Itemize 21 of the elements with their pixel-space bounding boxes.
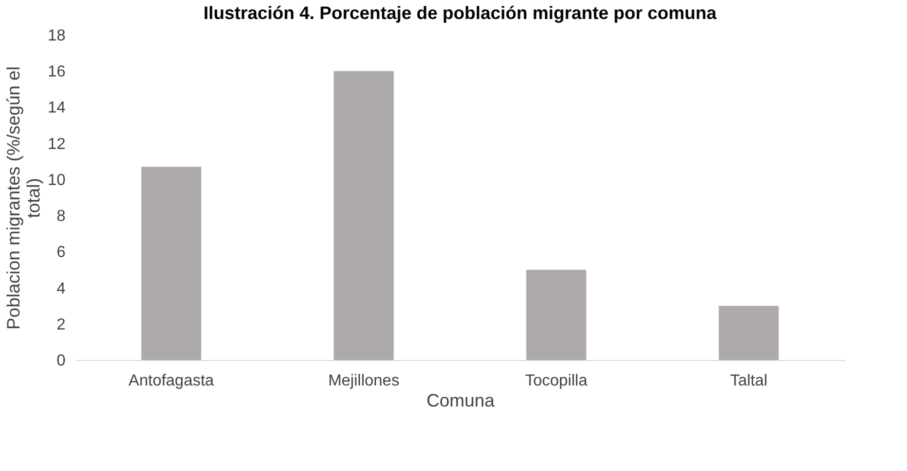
y-tick-label: 12 (48, 136, 66, 153)
bar (526, 270, 586, 360)
x-tick-label: Taltal (730, 372, 768, 390)
x-axis-title: Comuna (426, 390, 496, 410)
y-tick-label: 2 (56, 316, 66, 334)
x-tick-label: Antofagasta (128, 372, 214, 390)
bar (718, 306, 779, 360)
y-tick-label: 16 (48, 64, 66, 81)
y-axis-title: Poblacion migrantes (%/según el total) (4, 66, 44, 330)
bar (334, 71, 394, 360)
x-tick-label: Mejillones (328, 372, 400, 390)
chart-title: Ilustración 4. Porcentaje de población migrante por comuna (203, 3, 718, 23)
y-tick-label: 0 (56, 352, 66, 370)
bar (141, 166, 202, 360)
y-tick-label: 8 (56, 208, 66, 226)
y-tick-label: 6 (56, 244, 66, 262)
x-tick-label: Tocopilla (525, 372, 588, 390)
y-tick-label: 18 (48, 28, 66, 44)
y-tick-label: 14 (48, 100, 66, 117)
y-tick-label: 10 (48, 172, 66, 189)
y-tick-label: 4 (56, 280, 66, 298)
